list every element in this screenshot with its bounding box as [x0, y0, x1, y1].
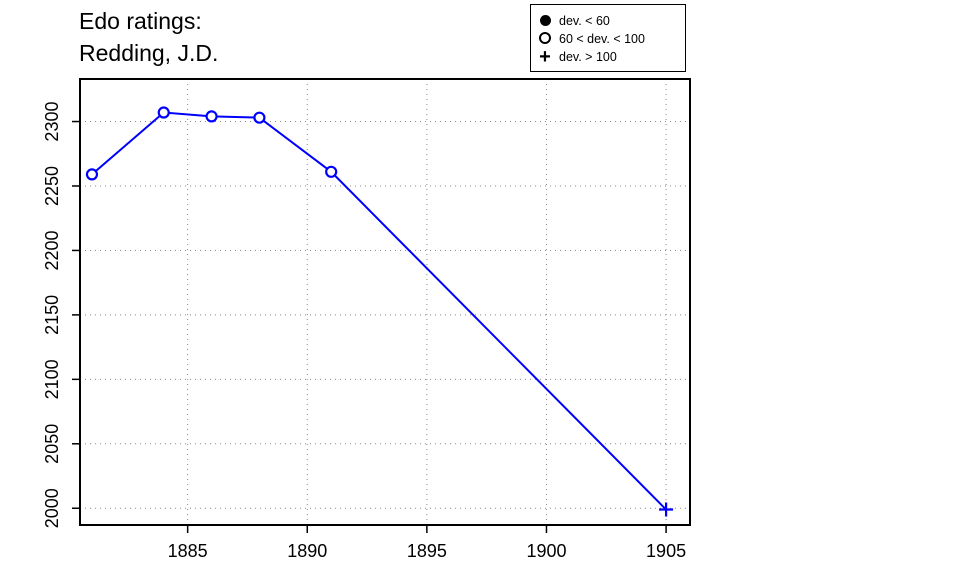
data-point-open	[85, 168, 99, 181]
data-point-open	[157, 106, 170, 119]
y-tick-label: 2000	[42, 488, 62, 528]
legend: dev. < 60 60 < dev. < 100 + dev. > 100	[530, 4, 686, 72]
legend-item-plus: + dev. > 100	[531, 45, 617, 68]
data-point-open	[325, 165, 338, 178]
plot-frame	[79, 78, 691, 526]
filled-circle-icon	[531, 14, 559, 28]
x-tick-label: 1905	[646, 541, 686, 561]
y-tick-label: 2200	[42, 230, 62, 270]
data-point-open	[253, 111, 266, 124]
x-tick-label: 1885	[168, 541, 208, 561]
data-point-plus	[659, 502, 674, 517]
data-point-open	[205, 110, 218, 123]
y-tick-label: 2100	[42, 359, 62, 399]
chart-title-line-1: Edo ratings:	[79, 8, 202, 34]
y-tick-label: 2250	[42, 166, 62, 206]
x-tick-label: 1890	[287, 541, 327, 561]
y-tick-label: 2150	[42, 295, 62, 335]
legend-item-open: 60 < dev. < 100	[531, 31, 645, 47]
legend-label: dev. > 100	[559, 50, 617, 64]
x-tick-label: 1895	[407, 541, 447, 561]
legend-item-filled: dev. < 60	[531, 13, 610, 29]
x-tick-label: 1900	[526, 541, 566, 561]
plus-icon: +	[539, 45, 551, 68]
legend-label: dev. < 60	[559, 14, 610, 28]
y-tick-label: 2050	[42, 424, 62, 464]
chart-title-line-2: Redding, J.D.	[79, 40, 219, 66]
series-line	[91, 111, 667, 511]
open-circle-icon	[531, 32, 559, 46]
legend-label: 60 < dev. < 100	[559, 32, 645, 46]
y-tick-label: 2300	[42, 102, 62, 142]
